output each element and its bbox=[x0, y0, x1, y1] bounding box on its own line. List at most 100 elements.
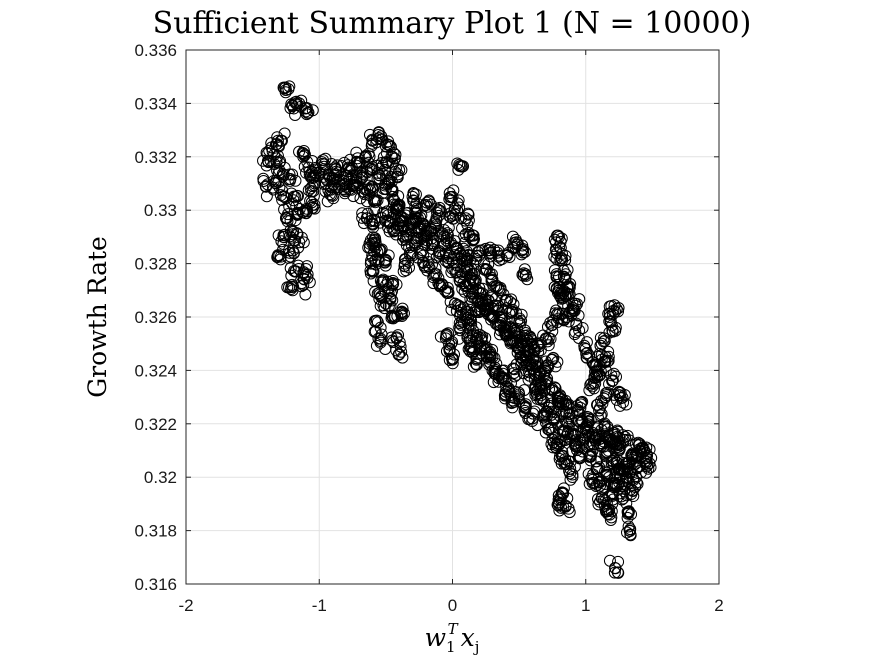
data-point bbox=[300, 108, 313, 121]
data-point bbox=[617, 433, 630, 446]
data-point bbox=[283, 168, 296, 181]
data-point bbox=[462, 214, 475, 227]
y-tick-label: 0.33 bbox=[144, 201, 177, 220]
data-point bbox=[586, 473, 599, 486]
data-point bbox=[492, 304, 505, 317]
data-point bbox=[460, 253, 473, 266]
y-axis-label: Growth Rate bbox=[83, 236, 112, 398]
data-point bbox=[470, 358, 483, 371]
data-point bbox=[516, 268, 529, 281]
y-tick-label: 0.316 bbox=[134, 575, 177, 594]
data-point bbox=[598, 355, 611, 368]
data-point bbox=[603, 307, 616, 320]
data-point bbox=[600, 505, 613, 518]
data-point bbox=[549, 360, 562, 373]
data-point bbox=[338, 183, 351, 196]
data-point bbox=[277, 238, 290, 251]
data-point bbox=[499, 317, 512, 330]
data-point bbox=[467, 360, 480, 373]
data-point bbox=[616, 429, 629, 442]
data-point bbox=[534, 387, 547, 400]
data-point bbox=[584, 378, 597, 391]
x-axis-label-part: 1 bbox=[446, 638, 456, 656]
data-point bbox=[432, 272, 445, 285]
data-point bbox=[603, 378, 616, 391]
data-point bbox=[445, 191, 458, 204]
data-point bbox=[422, 195, 435, 208]
data-point bbox=[621, 526, 634, 539]
data-point bbox=[289, 174, 302, 187]
data-point bbox=[452, 194, 465, 207]
data-point bbox=[575, 439, 588, 452]
data-point bbox=[564, 473, 577, 486]
data-point bbox=[555, 501, 568, 514]
data-point bbox=[321, 195, 334, 208]
data-point bbox=[344, 153, 357, 166]
data-point bbox=[622, 520, 635, 533]
data-point bbox=[306, 201, 319, 214]
data-point bbox=[630, 462, 643, 475]
data-point bbox=[398, 253, 411, 266]
y-tick-label: 0.322 bbox=[134, 415, 177, 434]
y-tick-label: 0.328 bbox=[134, 255, 177, 274]
data-point bbox=[369, 253, 382, 266]
data-point bbox=[430, 212, 443, 225]
data-point bbox=[522, 373, 535, 386]
data-point bbox=[566, 297, 579, 310]
data-point bbox=[257, 154, 270, 167]
data-point bbox=[402, 221, 415, 234]
data-point bbox=[378, 302, 391, 315]
data-point bbox=[462, 226, 475, 239]
data-point bbox=[316, 157, 329, 170]
data-point bbox=[428, 221, 441, 234]
data-point bbox=[557, 424, 570, 437]
data-point bbox=[605, 505, 618, 518]
data-point bbox=[539, 332, 552, 345]
data-point bbox=[614, 392, 627, 405]
data-point bbox=[362, 147, 375, 160]
data-point bbox=[418, 199, 431, 212]
data-point bbox=[393, 336, 406, 349]
data-point bbox=[376, 275, 389, 288]
data-point bbox=[264, 154, 277, 167]
data-point bbox=[603, 554, 616, 567]
data-point bbox=[594, 495, 607, 508]
data-point bbox=[560, 407, 573, 420]
data-point bbox=[451, 157, 464, 170]
data-point bbox=[357, 185, 370, 198]
data-point bbox=[625, 488, 638, 501]
data-point bbox=[281, 281, 294, 294]
data-point bbox=[295, 280, 308, 293]
data-point bbox=[550, 268, 563, 281]
data-point bbox=[302, 184, 315, 197]
data-point bbox=[297, 267, 310, 280]
data-point bbox=[291, 228, 304, 241]
data-point bbox=[527, 351, 540, 364]
data-point bbox=[469, 274, 482, 287]
x-axis-label-part: j bbox=[473, 638, 480, 656]
data-point bbox=[599, 448, 612, 461]
data-point bbox=[618, 465, 631, 478]
data-point bbox=[606, 375, 619, 388]
data-point bbox=[462, 343, 475, 356]
data-point bbox=[281, 215, 294, 228]
data-point bbox=[640, 441, 653, 454]
data-point bbox=[301, 272, 314, 285]
data-point bbox=[286, 168, 299, 181]
plot-area bbox=[185, 49, 720, 585]
data-point bbox=[370, 339, 383, 352]
data-point bbox=[591, 350, 604, 363]
data-point bbox=[548, 413, 561, 426]
data-point bbox=[439, 247, 452, 260]
data-point bbox=[582, 412, 595, 425]
data-point bbox=[338, 187, 351, 200]
data-point bbox=[298, 148, 311, 161]
data-point bbox=[562, 315, 575, 328]
data-point bbox=[441, 286, 454, 299]
data-point bbox=[277, 243, 290, 256]
data-point bbox=[514, 337, 527, 350]
data-point bbox=[506, 401, 519, 414]
data-point bbox=[586, 445, 599, 458]
y-tick-label: 0.332 bbox=[134, 148, 177, 167]
data-point bbox=[425, 237, 438, 250]
